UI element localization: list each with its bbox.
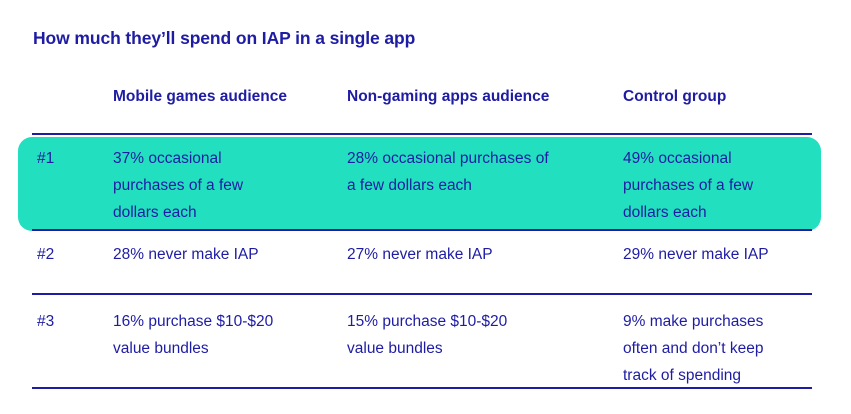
- table-cell: 37% occasional purchases of a few dollar…: [113, 150, 244, 221]
- table-rule-row1-row2: [32, 229, 812, 231]
- table-cell: 28% never make IAP: [113, 246, 259, 263]
- table-cell: 27% never make IAP: [347, 246, 493, 263]
- row-1-highlight: [18, 137, 821, 231]
- table-rule-bottom: [32, 387, 812, 389]
- row-rank: #3: [37, 313, 55, 330]
- table-rule-top: [32, 133, 812, 135]
- page-title: How much they’ll spend on IAP in a singl…: [33, 28, 416, 48]
- table-cell: 28% occasional purchases of a few dollar…: [347, 150, 549, 194]
- column-header-non-gaming-apps: Non-gaming apps audience: [347, 88, 550, 105]
- table-rule-row2-row3: [32, 293, 812, 295]
- table-cell: 49% occasional purchases of a few dollar…: [623, 150, 754, 221]
- table-cell: 16% purchase $10-$20 value bundles: [113, 313, 274, 357]
- table-cell: 15% purchase $10-$20 value bundles: [347, 313, 508, 357]
- column-header-mobile-games: Mobile games audience: [113, 88, 287, 105]
- row-rank: #2: [37, 246, 55, 263]
- row-rank: #1: [37, 150, 55, 167]
- table-cell: 9% make purchases often and don’t keep t…: [623, 313, 764, 384]
- table-cell: 29% never make IAP: [623, 246, 769, 263]
- column-header-control-group: Control group: [623, 88, 727, 105]
